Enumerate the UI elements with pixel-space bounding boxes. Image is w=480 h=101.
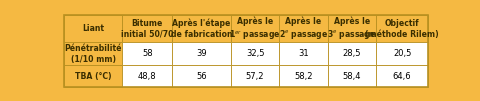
Text: 58: 58 (142, 49, 153, 58)
Bar (172, 65, 231, 87)
Text: Bitume
initial 50/70: Bitume initial 50/70 (121, 19, 174, 39)
Bar (172, 42, 231, 65)
Bar (64, 65, 122, 87)
Text: 57,2: 57,2 (246, 72, 264, 80)
Text: 28,5: 28,5 (343, 49, 361, 58)
Bar (279, 42, 328, 65)
Bar (122, 65, 172, 87)
Text: TBA (°C): TBA (°C) (75, 72, 111, 80)
Text: 58,2: 58,2 (294, 72, 312, 80)
Bar (376, 15, 428, 42)
Bar (376, 65, 428, 87)
Bar (328, 65, 376, 87)
Text: Après le
2$^{e}$ passage: Après le 2$^{e}$ passage (279, 16, 328, 41)
Bar (172, 15, 231, 42)
Text: 64,6: 64,6 (393, 72, 411, 80)
Text: Liant: Liant (82, 24, 104, 33)
Bar (122, 42, 172, 65)
Text: 56: 56 (196, 72, 207, 80)
Bar (376, 42, 428, 65)
Text: 32,5: 32,5 (246, 49, 264, 58)
Text: 48,8: 48,8 (138, 72, 156, 80)
Bar (231, 65, 279, 87)
Text: Pénétrabilité
(1/10 mm): Pénétrabilité (1/10 mm) (64, 44, 122, 64)
Bar (64, 15, 122, 42)
Bar (279, 65, 328, 87)
Bar (279, 15, 328, 42)
Bar (231, 15, 279, 42)
Text: 31: 31 (298, 49, 309, 58)
Bar (328, 15, 376, 42)
Text: 20,5: 20,5 (393, 49, 411, 58)
Bar (231, 42, 279, 65)
Bar (64, 42, 122, 65)
Text: 39: 39 (196, 49, 207, 58)
Text: Après l'étape
de fabrication: Après l'étape de fabrication (171, 19, 232, 39)
Text: Après le
1$^{er}$ passage: Après le 1$^{er}$ passage (229, 16, 281, 42)
Bar (328, 42, 376, 65)
Text: Après le
3$^{e}$ passage: Après le 3$^{e}$ passage (327, 16, 376, 41)
Text: 58,4: 58,4 (343, 72, 361, 80)
Bar (122, 15, 172, 42)
Text: Objectif
(méthode Rilem): Objectif (méthode Rilem) (365, 19, 439, 39)
